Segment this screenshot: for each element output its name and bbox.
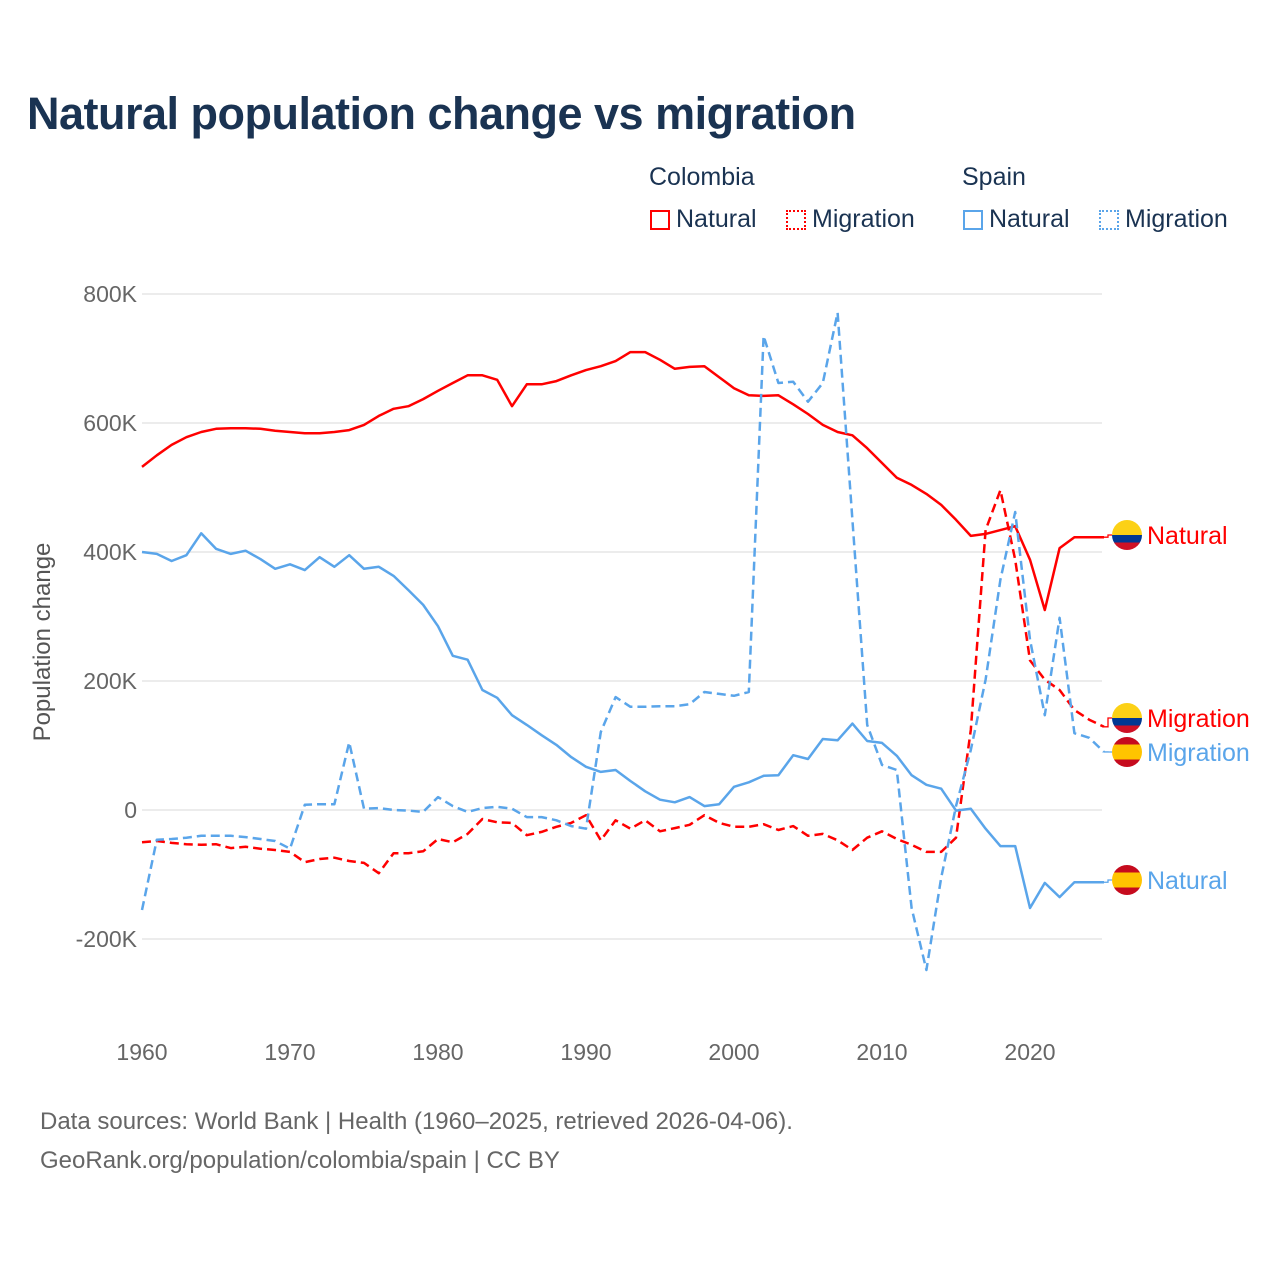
legend-swatch-dotted-icon <box>786 209 806 230</box>
x-tick-label: 2000 <box>708 1039 759 1065</box>
x-tick-label: 1980 <box>412 1039 463 1065</box>
y-tick-label: 400K <box>83 539 137 565</box>
colombia-flag-icon <box>1112 520 1142 550</box>
line-chart: -200K 0 200K 400K 600K 800K 1960 1970 1980 1990 20… <box>29 281 1250 1065</box>
chart-title: Natural population change vs migration <box>27 88 856 139</box>
y-tick-label: -200K <box>76 926 138 952</box>
series-line-colombia-natural <box>141 350 1104 612</box>
label-connector <box>1104 879 1112 883</box>
y-tick-label: 800K <box>83 281 137 307</box>
legend-label: Natural <box>676 205 757 233</box>
legend-group-spain: Spain <box>962 163 1026 191</box>
series-line-colombia-migration <box>141 488 1105 875</box>
series-end-label: Natural <box>1147 867 1228 895</box>
series-end-label: Migration <box>1147 705 1250 733</box>
spain-flag-icon <box>1112 865 1142 895</box>
y-axis-label: Population change <box>29 543 56 742</box>
legend-spain-migration[interactable]: Migration <box>1099 205 1228 234</box>
label-connector <box>1104 534 1112 538</box>
legend-label: Migration <box>812 205 915 233</box>
x-tick-label: 2010 <box>856 1039 907 1065</box>
spain-flag-icon <box>1112 737 1142 767</box>
label-connector <box>1104 717 1112 728</box>
x-tick-label: 2020 <box>1004 1039 1055 1065</box>
x-tick-label: 1960 <box>116 1039 167 1065</box>
footer-sources: Data sources: World Bank | Health (1960–… <box>40 1108 793 1135</box>
y-tick-label: 200K <box>83 668 137 694</box>
legend-swatch-solid-icon <box>963 209 983 230</box>
colombia-flag-icon <box>1112 703 1142 733</box>
legend-colombia-natural[interactable]: Natural <box>650 205 757 234</box>
series-line-spain-migration <box>140 311 1105 972</box>
series-end-label: Natural <box>1147 522 1228 550</box>
legend-spain-natural[interactable]: Natural <box>963 205 1070 234</box>
footer-credit: GeoRank.org/population/colombia/spain | … <box>40 1147 560 1174</box>
series-end-label: Migration <box>1147 739 1250 767</box>
y-tick-label: 600K <box>83 410 137 436</box>
x-tick-label: 1970 <box>264 1039 315 1065</box>
legend-colombia-migration[interactable]: Migration <box>786 205 915 234</box>
legend-swatch-solid-icon <box>650 209 670 230</box>
legend-label: Migration <box>1125 205 1228 233</box>
legend-label: Natural <box>989 205 1070 233</box>
series-line-spain-natural <box>141 532 1104 910</box>
x-tick-label: 1990 <box>560 1039 611 1065</box>
legend-group-colombia: Colombia <box>649 163 755 191</box>
y-tick-label: 0 <box>124 797 137 823</box>
legend-swatch-dotted-icon <box>1099 209 1119 230</box>
